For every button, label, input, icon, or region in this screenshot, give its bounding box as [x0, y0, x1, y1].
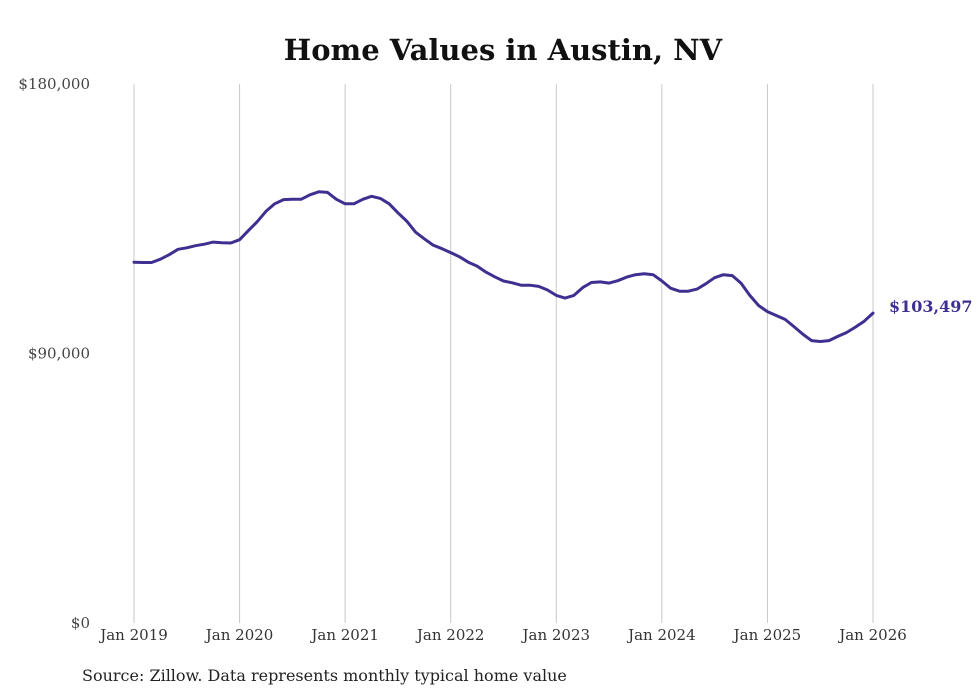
- series-line-0: [132, 190, 875, 343]
- x-tick-label-4: Jan 2023: [521, 626, 591, 644]
- series-layer: [132, 190, 875, 343]
- y-axis-ticks: $0 $90,000 $180,000: [18, 75, 90, 632]
- y-tick-label-2: $180,000: [18, 75, 90, 93]
- y-tick-label-0: $0: [71, 614, 90, 632]
- end-value-label: $103,497: [889, 297, 973, 316]
- chart-title: Home Values in Austin, NV: [284, 33, 723, 67]
- x-tick-label-0: Jan 2019: [98, 626, 168, 644]
- y-tick-label-1: $90,000: [28, 345, 90, 363]
- x-axis-ticks: Jan 2019 Jan 2020 Jan 2021 Jan 2022 Jan 2023…: [98, 626, 907, 644]
- x-tick-label-2: Jan 2021: [309, 626, 379, 644]
- x-tick-label-6: Jan 2025: [732, 626, 802, 644]
- x-tick-label-1: Jan 2020: [204, 626, 274, 644]
- x-tick-label-3: Jan 2022: [415, 626, 485, 644]
- gridlines: [133, 84, 874, 623]
- x-tick-label-5: Jan 2024: [626, 626, 696, 644]
- source-note: Source: Zillow. Data represents monthly …: [82, 666, 567, 685]
- x-tick-label-7: Jan 2026: [837, 626, 907, 644]
